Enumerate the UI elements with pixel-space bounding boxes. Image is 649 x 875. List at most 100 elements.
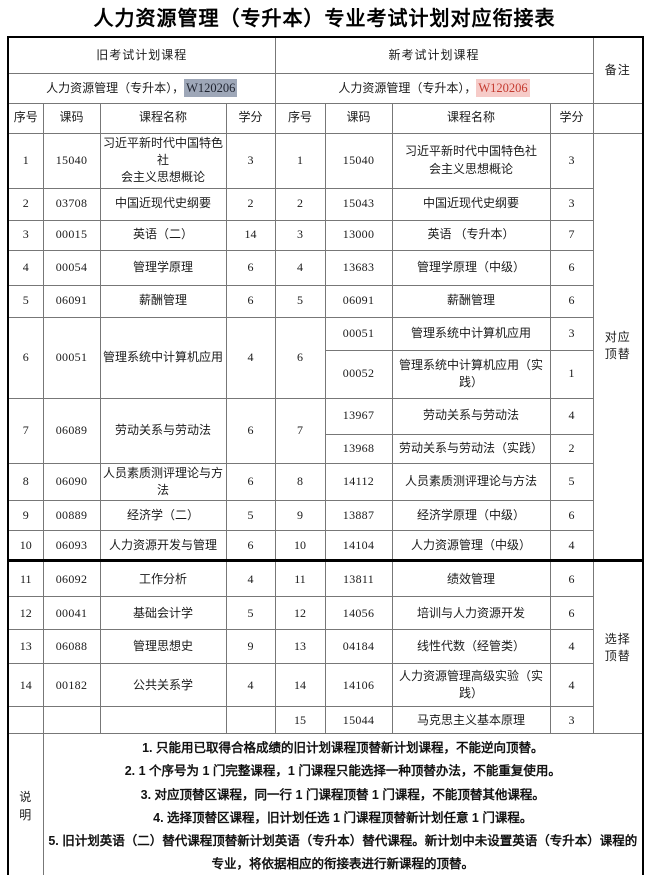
new-course-code: 13683: [324, 249, 393, 286]
old-course-credit: 6: [225, 397, 276, 464]
table-row: 00052 管理系统中计算机应用（实 践） 1: [8, 349, 643, 399]
old-course-code: 06089: [42, 397, 101, 464]
table-row: 5 06091 薪酬管理 6 5 06091 薪酬管理 6: [7, 284, 643, 318]
new-col-no-header: 序号: [274, 102, 326, 134]
note-item-2: 2. 1 个序号为 1 门完整课程，1 门课程只能选择一种顶替办法，不能重复使用…: [124, 764, 561, 779]
remark-choose-replace: 选择 顶替: [592, 559, 644, 735]
old-course-credit: 6: [225, 249, 276, 286]
old-course-code: 06090: [42, 462, 101, 502]
table-row: 6 00051 管理系统中计算机应用 4 6 00051 管理系统中计算机应用 …: [7, 316, 643, 399]
old-course-name: 劳动关系与劳动法: [99, 397, 227, 464]
old-course-no: 12: [7, 596, 44, 631]
new-course-name: 人力资源管理高级实验（实 践）: [391, 663, 551, 708]
old-course-credit-empty: [225, 706, 276, 735]
old-plan-section-header: 旧考试计划课程: [7, 36, 276, 74]
old-course-name: 薪酬管理: [99, 284, 227, 318]
table-row: 3 00015 英语（二） 14 3 13000 英语 （专升本） 7: [7, 219, 643, 251]
table-row: 15 15044 马克思主义基本原理 3: [7, 706, 643, 735]
new-course-credit: 6: [549, 249, 594, 286]
old-course-name: 英语（二）: [99, 219, 227, 251]
new-course-name: 经济学原理（中级）: [391, 500, 551, 532]
old-course-no: 1: [7, 132, 44, 189]
new-program-cell: 人力资源管理（专升本）， W120206: [274, 72, 594, 104]
new-course-credit: 3: [549, 187, 594, 221]
old-course-name: 工作分析: [99, 559, 227, 598]
notes-row: 说 明 1. 只能用已取得合格成绩的旧计划课程顶替新计划课程，不能逆向顶替。 2…: [7, 733, 644, 875]
old-course-credit: 5: [225, 500, 276, 532]
new-course-code: 04184: [324, 629, 393, 665]
old-course-name: 经济学（二）: [99, 500, 227, 532]
new-course-name: 绩效管理: [391, 559, 551, 598]
new-course-code: 00052: [324, 349, 393, 399]
table-row: 4 00054 管理学原理 6 4 13683 管理学原理（中级） 6: [7, 249, 643, 286]
new-course-no: 9: [274, 500, 326, 532]
new-course-credit: 3: [549, 316, 594, 351]
old-course-code: 00054: [42, 249, 101, 286]
notes-cell: 1. 只能用已取得合格成绩的旧计划课程顶替新计划课程，不能逆向顶替。 2. 1 …: [42, 733, 644, 875]
new-course-code: 15044: [324, 706, 393, 735]
new-course-name: 劳动关系与劳动法: [391, 397, 551, 435]
old-course-no: 7: [7, 397, 44, 464]
new-course-credit: 1: [549, 349, 594, 399]
old-col-code-header: 课码: [42, 102, 101, 134]
new-course-no: 8: [274, 462, 326, 502]
old-col-name-header: 课程名称: [99, 102, 227, 134]
old-course-credit: 6: [225, 530, 276, 562]
old-course-code-empty: [42, 706, 101, 735]
new-course-code: 14106: [324, 663, 393, 708]
note-item-3: 3. 对应顶替区课程，同一行 1 门课程顶替 1 门课程，不能顶替其他课程。: [140, 787, 545, 802]
new-course-name: 线性代数（经管类）: [391, 629, 551, 665]
new-course-name: 薪酬管理: [391, 284, 551, 318]
remark-spacer-cell: [592, 102, 644, 134]
old-program-cell: 人力资源管理（专升本）， W120206: [7, 72, 276, 104]
old-course-code: 15040: [42, 132, 101, 189]
old-course-code: 06091: [42, 284, 101, 318]
note-item-5: 5. 旧计划英语（二）替代课程顶替新计划英语（专升本）替代课程。新计划中未设置英…: [48, 833, 638, 871]
old-col-credit-header: 学分: [225, 102, 276, 134]
new-course-code: 13000: [324, 219, 393, 251]
old-course-name: 管理系统中计算机应用: [99, 316, 227, 399]
table-row: 9 00889 经济学（二） 5 9 13887 经济学原理（中级） 6: [7, 500, 643, 532]
old-course-credit: 3: [225, 132, 276, 189]
new-course-credit: 4: [549, 629, 594, 665]
old-course-no: 8: [7, 462, 44, 502]
remark-column-header: 备注: [592, 36, 644, 104]
old-course-credit: 6: [225, 284, 276, 318]
note-item-4: 4. 选择顶替区课程，旧计划任选 1 门课程顶替新计划任意 1 门课程。: [153, 810, 533, 825]
note-item-1: 1. 只能用已取得合格成绩的旧计划课程顶替新计划课程，不能逆向顶替。: [142, 741, 544, 756]
old-course-code: 00051: [42, 316, 101, 399]
new-course-code: 00051: [324, 316, 393, 351]
old-course-no: 5: [7, 284, 44, 318]
old-course-name: 中国近现代史纲要: [99, 187, 227, 221]
new-course-name: 人力资源管理（中级）: [391, 530, 551, 562]
new-course-code: 14104: [324, 530, 393, 562]
old-course-credit: 6: [225, 462, 276, 502]
new-course-name: 英语 （专升本）: [391, 219, 551, 251]
new-course-name: 习近平新时代中国特色社 会主义思想概论: [391, 132, 551, 189]
table-row: 8 06090 人员素质测评理论与方法 6 8 14112 人员素质测评理论与方…: [7, 462, 643, 502]
old-program-code-highlight: W120206: [184, 78, 238, 97]
new-course-no: 4: [274, 249, 326, 286]
old-course-code: 03708: [42, 187, 101, 221]
new-course-no: 14: [274, 663, 326, 708]
new-course-code: 15040: [324, 132, 393, 189]
old-course-no: 4: [7, 249, 44, 286]
new-course-name: 中国近现代史纲要: [391, 187, 551, 221]
new-course-credit: 6: [549, 559, 594, 598]
table-row: 2 03708 中国近现代史纲要 2 2 15043 中国近现代史纲要 3: [7, 187, 643, 221]
old-course-no: 3: [7, 219, 44, 251]
new-course-no: 7: [274, 397, 326, 464]
new-course-name: 人员素质测评理论与方法: [391, 462, 551, 502]
new-course-no: 6: [274, 316, 326, 399]
new-course-credit: 6: [549, 596, 594, 631]
old-course-name: 习近平新时代中国特色社 会主义思想概论: [99, 132, 227, 189]
new-col-name-header: 课程名称: [391, 102, 551, 134]
new-course-credit: 3: [549, 132, 594, 189]
table-row: 13968 劳动关系与劳动法（实践） 2: [8, 433, 643, 464]
old-course-code: 00015: [42, 219, 101, 251]
notes-label: 说 明: [7, 733, 44, 875]
old-course-credit: 5: [225, 596, 276, 631]
old-course-code: 06088: [42, 629, 101, 665]
table-row: 7 06089 劳动关系与劳动法 6 7 13967 劳动关系与劳动法 4: [7, 397, 643, 464]
